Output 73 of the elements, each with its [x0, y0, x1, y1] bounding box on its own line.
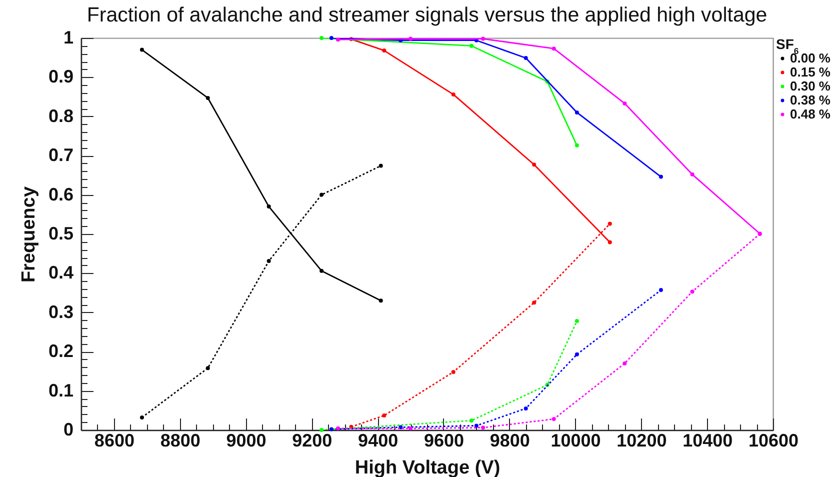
point [408, 426, 413, 430]
x-tick-label: 10600 [748, 430, 799, 450]
point [532, 162, 536, 167]
x-tick-label: 8600 [94, 430, 134, 450]
point [451, 92, 456, 96]
x-tick-label: 10000 [550, 430, 601, 450]
point [320, 268, 324, 273]
point [608, 240, 612, 244]
point [532, 300, 536, 305]
y-tick-label: 0.8 [48, 106, 74, 126]
x-tick-label: 9400 [358, 430, 398, 450]
point [336, 426, 340, 430]
point [266, 204, 271, 209]
point [382, 48, 386, 53]
point [320, 36, 324, 40]
point [574, 110, 579, 114]
point [481, 36, 486, 41]
point [524, 406, 528, 410]
x-tick-label: 9800 [490, 430, 530, 450]
x-tick-label: 9000 [226, 430, 266, 450]
y-tick-label: 0.6 [48, 184, 74, 204]
point [378, 164, 383, 168]
point [690, 172, 694, 176]
y-tick-label: 0.5 [48, 224, 74, 244]
point [474, 424, 478, 428]
point [378, 298, 383, 303]
x-tick-label: 10200 [616, 430, 667, 450]
chart-title: Fraction of avalanche and streamer signals versus the applied high voltage [86, 4, 768, 26]
point [574, 143, 579, 148]
point [469, 44, 474, 48]
point [140, 48, 144, 52]
y-tick-label: 1 [63, 28, 74, 48]
point [622, 101, 627, 106]
point [451, 370, 456, 374]
point [574, 319, 579, 324]
point [206, 366, 210, 370]
point [552, 417, 556, 422]
point [469, 418, 474, 423]
x-tick-label: 9200 [292, 430, 332, 450]
point [382, 414, 386, 418]
point [320, 192, 324, 197]
legend-label: 0.38 % [790, 92, 831, 108]
point [336, 38, 340, 42]
point [622, 361, 627, 366]
y-tick-label: 0 [63, 420, 74, 440]
x-tick-label: 9600 [424, 430, 464, 450]
point [206, 96, 210, 100]
y-tick-label: 0.4 [48, 262, 74, 283]
point [481, 426, 486, 430]
point [524, 56, 528, 60]
y-tick-label: 0.2 [48, 341, 74, 362]
legend-label: 0.48 % [790, 106, 831, 122]
y-tick-label: 0.9 [48, 66, 74, 87]
x-tick-label: 8800 [160, 430, 200, 450]
point [266, 259, 271, 264]
point [320, 428, 324, 432]
y-tick-label: 0.7 [48, 145, 74, 166]
point [690, 290, 694, 294]
y-axis-title: Frequency [18, 186, 40, 283]
point [658, 288, 663, 292]
point [408, 36, 413, 41]
point [140, 415, 144, 420]
point [658, 174, 663, 179]
point [329, 427, 334, 432]
legend-label: 0.15 % [790, 64, 831, 80]
point [574, 352, 579, 356]
point [552, 46, 556, 51]
y-tick-label: 0.1 [48, 380, 74, 400]
point [329, 36, 334, 40]
legend-label: 0.30 % [790, 78, 831, 94]
point [608, 222, 612, 226]
y-tick-label: 0.3 [48, 302, 74, 322]
x-tick-label: 10400 [682, 430, 733, 450]
